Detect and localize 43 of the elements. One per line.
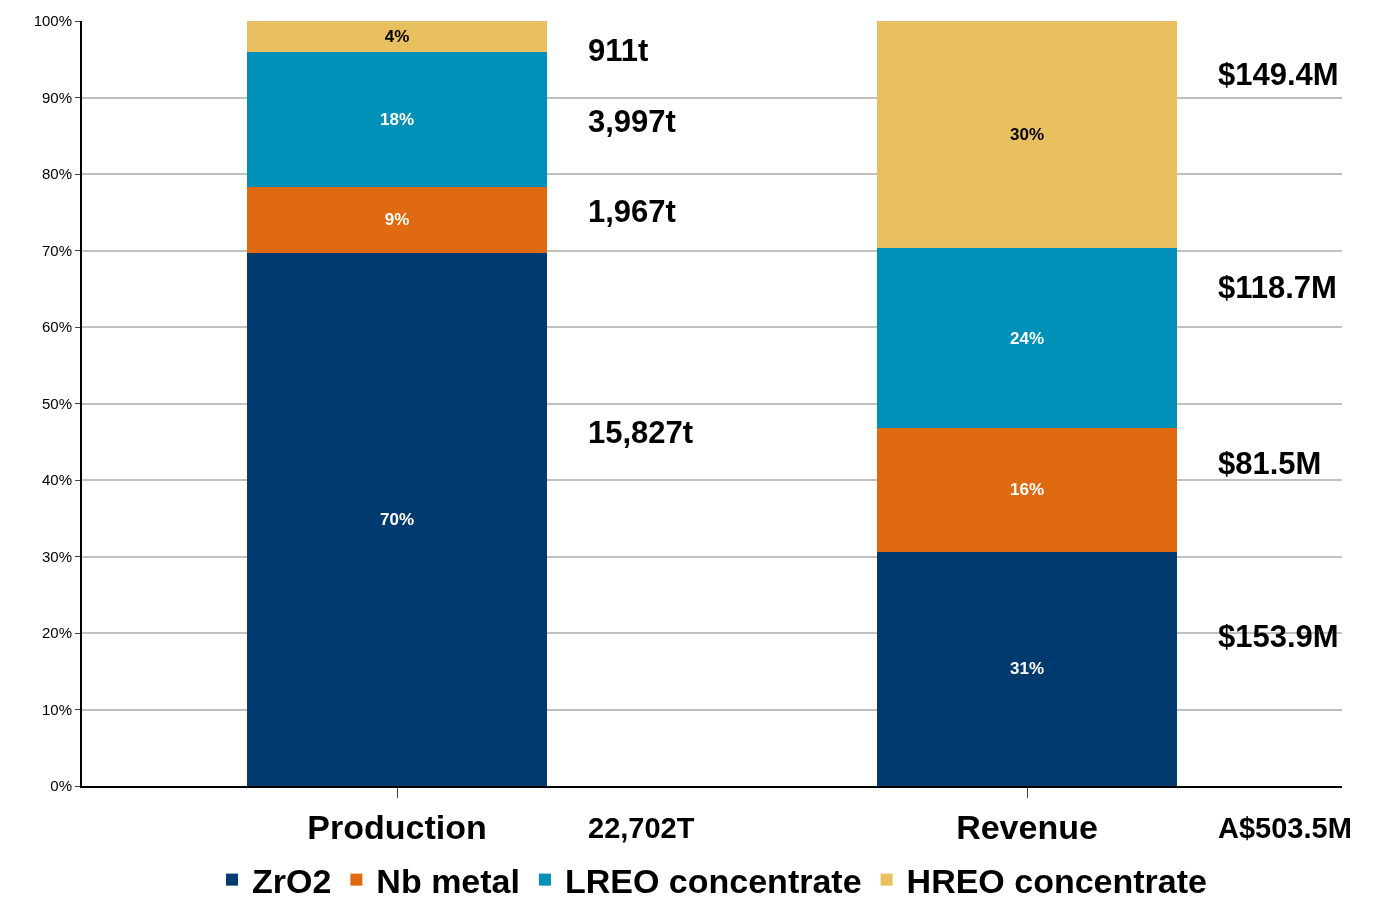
y-tick-label: 40%	[41, 471, 72, 489]
bar	[877, 427, 1177, 552]
text: A$503.5M	[1218, 812, 1352, 844]
data-label: 4%	[384, 26, 410, 46]
annotation: 911t	[588, 33, 649, 68]
data-label: 9%	[384, 210, 410, 230]
bar	[247, 252, 547, 786]
text: 22,702T	[588, 812, 695, 844]
bar	[877, 248, 1177, 428]
legend-label: Nb metal	[376, 861, 520, 900]
data-label: 18%	[379, 109, 415, 129]
y-tick-label: 30%	[41, 547, 72, 565]
bar	[247, 187, 547, 253]
annotation: 15,827t	[588, 415, 694, 450]
legend-label: HREO concentrate	[906, 861, 1207, 900]
bar	[247, 51, 547, 188]
bar	[877, 551, 1177, 786]
data-label: 31%	[1009, 659, 1045, 679]
y-tick-label: 90%	[41, 88, 72, 106]
data-label: 24%	[1009, 328, 1045, 348]
legend-label: LREO concentrate	[564, 861, 862, 900]
data-label: 30%	[1009, 125, 1045, 145]
annotation: 1,967t	[588, 194, 676, 229]
y-tick-label: 10%	[41, 700, 72, 718]
annotation: $149.4M	[1218, 57, 1339, 92]
y-tick-label: 20%	[41, 624, 72, 642]
y-tick-label: 0%	[50, 777, 72, 795]
data-label: 16%	[1009, 480, 1045, 500]
y-tick-label: 100%	[33, 12, 72, 30]
bar	[247, 21, 547, 52]
legend-label: ZrO2	[252, 861, 332, 900]
x-tick-label: Production	[307, 807, 487, 846]
y-tick-label: 50%	[41, 394, 72, 412]
x-tick-label: Revenue	[956, 807, 1098, 846]
data-label: 70%	[379, 509, 415, 529]
annotation: $81.5M	[1218, 446, 1322, 481]
annotation: $118.7M	[1218, 270, 1337, 305]
y-tick-label: 80%	[41, 165, 72, 183]
bar	[877, 21, 1177, 249]
y-tick-label: 70%	[41, 241, 72, 259]
y-tick-label: 60%	[41, 318, 72, 336]
annotation: $153.9M	[1218, 619, 1339, 654]
annotation: 3,997t	[588, 104, 676, 139]
